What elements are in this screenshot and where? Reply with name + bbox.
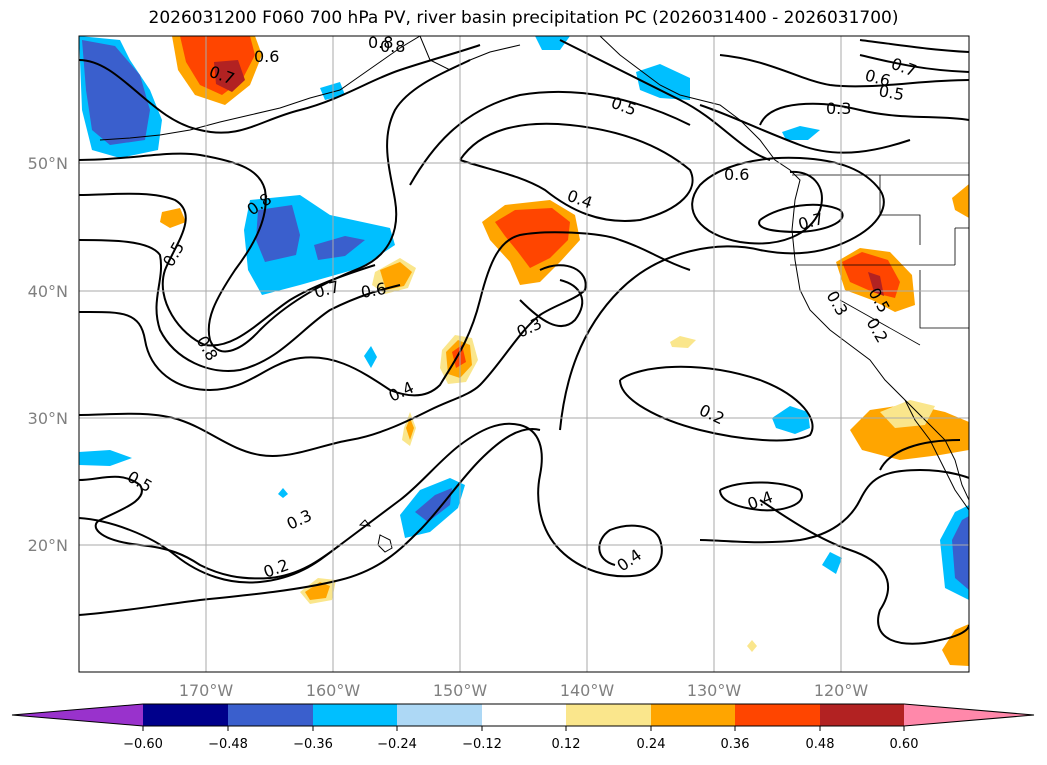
contour-label: 0.6 [359, 279, 387, 302]
colorbar-label: −0.60 [123, 737, 163, 752]
colorbar-segment [651, 704, 735, 726]
colorbar-segment [313, 704, 397, 726]
colorbar-label: 0.48 [806, 737, 835, 752]
colorbar-extend-high [904, 704, 1034, 726]
colorbar-extend-low [12, 704, 143, 726]
borders [790, 174, 969, 346]
colorbar-ticks [142, 726, 905, 731]
colorbar-label: −0.24 [377, 737, 417, 752]
map-title: 2026031200 F060 700 hPa PV, river basin … [148, 8, 899, 28]
contour-label: 0.6 [724, 165, 749, 184]
pv-contours [79, 39, 969, 645]
latitude-labels: 50°N 40°N 30°N 20°N [28, 154, 68, 555]
colorbar-label: 0.36 [721, 737, 750, 752]
colorbar-label: −0.12 [462, 737, 502, 752]
colorbar-segment [228, 704, 313, 726]
lon-label: 140°W [560, 681, 615, 700]
lon-label: 120°W [814, 681, 869, 700]
colorbar-label: −0.36 [293, 737, 333, 752]
colorbar-segment [820, 704, 904, 726]
lat-label: 50°N [28, 154, 68, 173]
colorbar-segment [482, 704, 566, 726]
coastlines [99, 36, 969, 553]
lon-label: 170°W [179, 681, 234, 700]
lon-label: 160°W [306, 681, 361, 700]
map-background [79, 36, 969, 672]
contour-label: 0.6 [254, 47, 279, 66]
lon-label: 130°W [687, 681, 742, 700]
longitude-labels: 170°W 160°W 150°W 140°W 130°W 120°W [179, 681, 869, 700]
colorbar-segment [566, 704, 651, 726]
colorbar-label: −0.48 [208, 737, 248, 752]
colorbar-segment [397, 704, 482, 726]
lat-label: 20°N [28, 536, 68, 555]
colorbar-segment [143, 704, 228, 726]
colorbar-segment [735, 704, 820, 726]
map-frame [78, 35, 970, 673]
colorbar: −0.60 −0.48 −0.36 −0.24 −0.12 0.12 0.24 … [11, 703, 1035, 752]
contour-label: 0.8 [380, 37, 405, 56]
colorbar-label: 0.60 [890, 737, 919, 752]
lat-label: 40°N [28, 282, 68, 301]
colorbar-label: 0.24 [637, 737, 666, 752]
graticule [79, 36, 969, 672]
colorbar-label: 0.12 [552, 737, 581, 752]
contour-label: 0.5 [877, 81, 905, 104]
lon-label: 150°W [433, 681, 488, 700]
contour-label: 0.8 [368, 33, 393, 52]
lat-label: 30°N [28, 409, 68, 428]
contour-label: 0.3 [826, 99, 851, 118]
